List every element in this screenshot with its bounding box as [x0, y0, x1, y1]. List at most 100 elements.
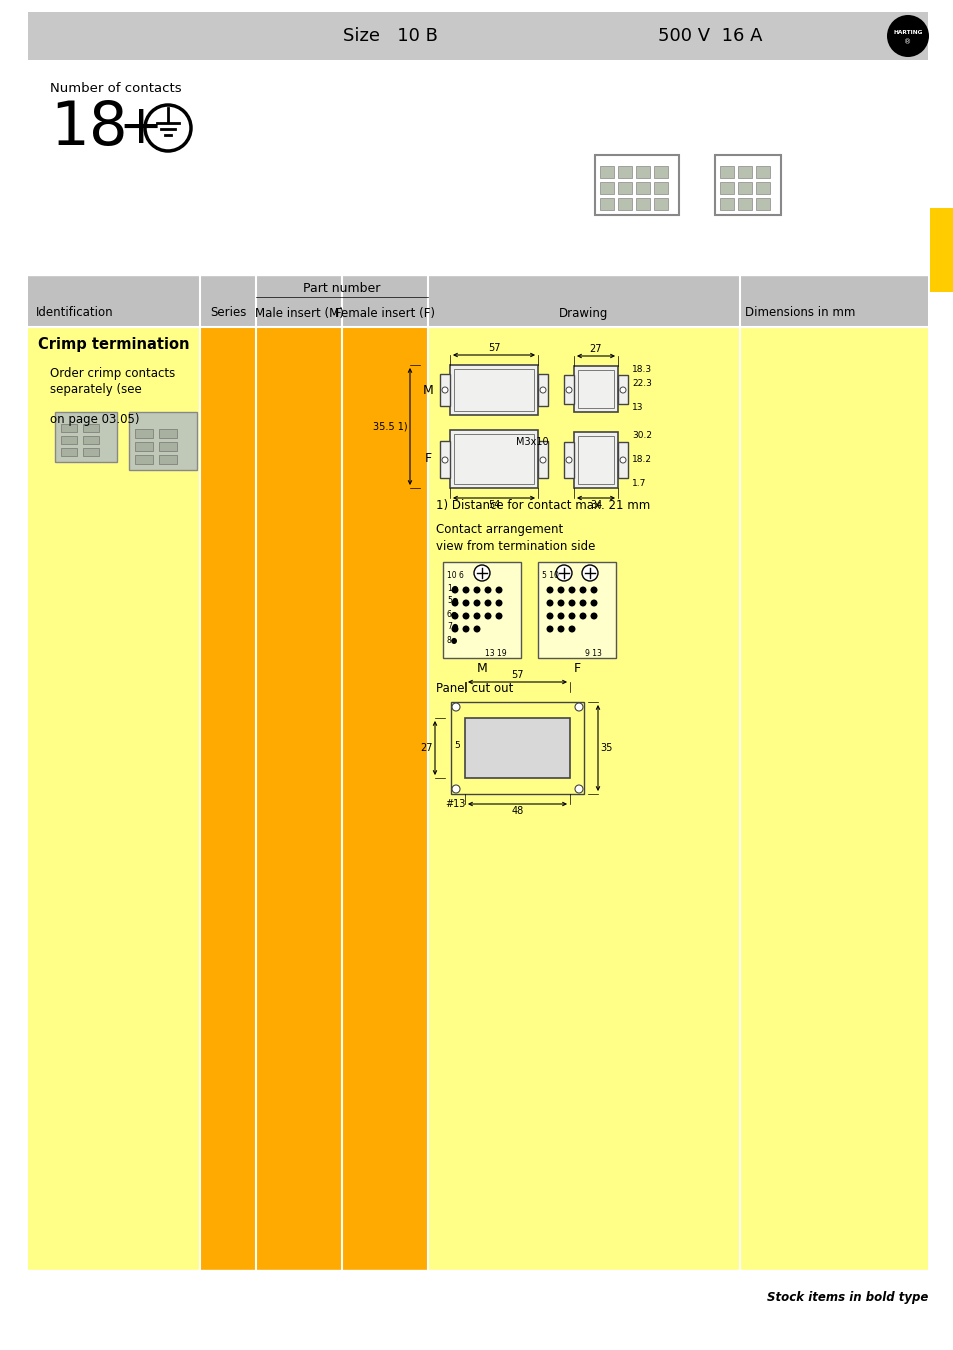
- Text: ®: ®: [903, 39, 911, 45]
- Bar: [654, 182, 667, 194]
- Text: Panel cut out: Panel cut out: [436, 682, 513, 694]
- Text: 5 10: 5 10: [541, 571, 558, 579]
- Bar: [450, 431, 537, 487]
- Circle shape: [495, 586, 502, 594]
- Bar: [129, 412, 196, 470]
- Circle shape: [451, 586, 458, 594]
- Bar: [599, 182, 614, 194]
- Circle shape: [462, 599, 469, 606]
- Text: 35.5 1): 35.5 1): [373, 421, 408, 432]
- Bar: [454, 369, 534, 410]
- Circle shape: [462, 625, 469, 633]
- Bar: [595, 155, 679, 215]
- Text: Series: Series: [210, 306, 246, 320]
- Text: 6●: 6●: [447, 609, 458, 618]
- Bar: [83, 448, 99, 456]
- Circle shape: [546, 613, 553, 620]
- Text: 13: 13: [631, 404, 643, 413]
- Bar: [755, 182, 769, 194]
- Text: 34: 34: [589, 500, 601, 510]
- Text: 7●: 7●: [447, 622, 458, 632]
- Text: 54: 54: [487, 500, 499, 510]
- Circle shape: [473, 625, 480, 633]
- Bar: [636, 182, 649, 194]
- Text: Contact arrangement: Contact arrangement: [436, 524, 562, 536]
- Circle shape: [495, 599, 502, 606]
- Circle shape: [590, 613, 597, 620]
- Bar: [537, 374, 547, 406]
- Bar: [563, 441, 574, 478]
- Text: Crimp termination: Crimp termination: [38, 338, 190, 352]
- Text: 5●: 5●: [447, 597, 458, 606]
- Bar: [159, 441, 177, 451]
- Circle shape: [539, 387, 545, 393]
- Text: HARTING: HARTING: [892, 30, 922, 35]
- Circle shape: [578, 599, 586, 606]
- Text: M: M: [422, 383, 433, 397]
- Circle shape: [441, 387, 448, 393]
- Circle shape: [451, 625, 458, 633]
- Bar: [439, 374, 450, 406]
- Text: 18.3: 18.3: [631, 366, 652, 374]
- Bar: [83, 436, 99, 444]
- Text: 1.7: 1.7: [631, 479, 646, 489]
- Circle shape: [484, 586, 491, 594]
- Circle shape: [557, 625, 564, 633]
- Text: separately (see: separately (see: [50, 382, 142, 396]
- Circle shape: [568, 625, 575, 633]
- Bar: [341, 327, 428, 1270]
- Bar: [61, 436, 77, 444]
- Bar: [636, 166, 649, 178]
- Bar: [599, 198, 614, 211]
- Text: F: F: [424, 452, 431, 466]
- Circle shape: [575, 703, 582, 711]
- Bar: [464, 718, 569, 778]
- Bar: [135, 455, 152, 464]
- Circle shape: [565, 387, 572, 393]
- Circle shape: [578, 613, 586, 620]
- Bar: [618, 198, 631, 211]
- Text: 500 V  16 A: 500 V 16 A: [657, 27, 761, 45]
- Bar: [55, 412, 117, 462]
- Text: Female insert (F): Female insert (F): [335, 306, 435, 320]
- Text: Size   10 B: Size 10 B: [342, 27, 437, 45]
- Text: +: +: [118, 103, 162, 154]
- Text: 57: 57: [511, 670, 523, 680]
- Text: Order crimp contacts: Order crimp contacts: [50, 366, 175, 379]
- Text: 27: 27: [420, 743, 433, 753]
- Bar: [720, 166, 733, 178]
- Bar: [537, 441, 547, 478]
- Circle shape: [462, 586, 469, 594]
- Circle shape: [546, 586, 553, 594]
- Bar: [135, 441, 152, 451]
- Bar: [578, 436, 614, 485]
- Text: Part number: Part number: [303, 282, 380, 296]
- Bar: [636, 198, 649, 211]
- Bar: [618, 182, 631, 194]
- Circle shape: [581, 566, 598, 580]
- Circle shape: [568, 586, 575, 594]
- Text: 57: 57: [487, 343, 499, 352]
- Text: 18: 18: [50, 99, 128, 158]
- Text: F: F: [573, 662, 580, 675]
- Text: 1●: 1●: [447, 583, 457, 593]
- Bar: [720, 198, 733, 211]
- Text: 30.2: 30.2: [631, 432, 651, 440]
- Text: 10 6: 10 6: [447, 571, 463, 579]
- Circle shape: [556, 566, 572, 580]
- Bar: [255, 327, 341, 1270]
- Bar: [28, 275, 927, 327]
- Circle shape: [495, 613, 502, 620]
- Bar: [618, 441, 627, 478]
- Text: 27: 27: [589, 344, 601, 354]
- Bar: [654, 166, 667, 178]
- Bar: [450, 364, 537, 414]
- Bar: [200, 327, 255, 1270]
- Circle shape: [886, 15, 928, 57]
- Circle shape: [462, 613, 469, 620]
- Text: Drawing: Drawing: [558, 306, 608, 320]
- Bar: [563, 375, 574, 404]
- Circle shape: [473, 613, 480, 620]
- Circle shape: [546, 599, 553, 606]
- Text: M3x10: M3x10: [516, 437, 548, 447]
